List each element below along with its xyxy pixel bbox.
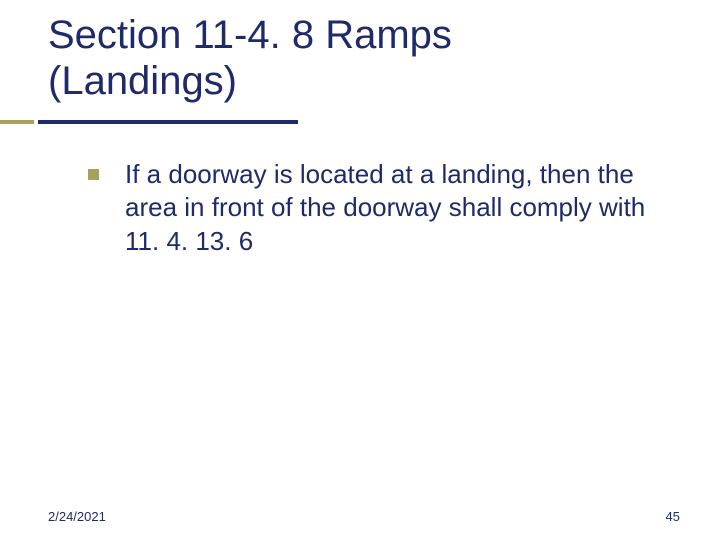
bullet-item: If a doorway is located at a landing, th… [88,158,668,258]
slide-title-line1: Section 11-4. 8 Ramps [48,12,452,58]
footer-page-number: 45 [666,509,680,524]
square-bullet-icon [88,169,99,180]
title-underline [0,120,720,124]
footer-date: 2/24/2021 [48,509,106,524]
slide-body: If a doorway is located at a landing, th… [88,158,668,258]
slide-title-block: Section 11-4. 8 Ramps (Landings) [48,12,452,104]
bullet-text: If a doorway is located at a landing, th… [125,158,668,258]
underline-accent-short [0,120,34,124]
slide-title-line2: (Landings) [48,58,452,104]
underline-accent-long [38,120,298,124]
